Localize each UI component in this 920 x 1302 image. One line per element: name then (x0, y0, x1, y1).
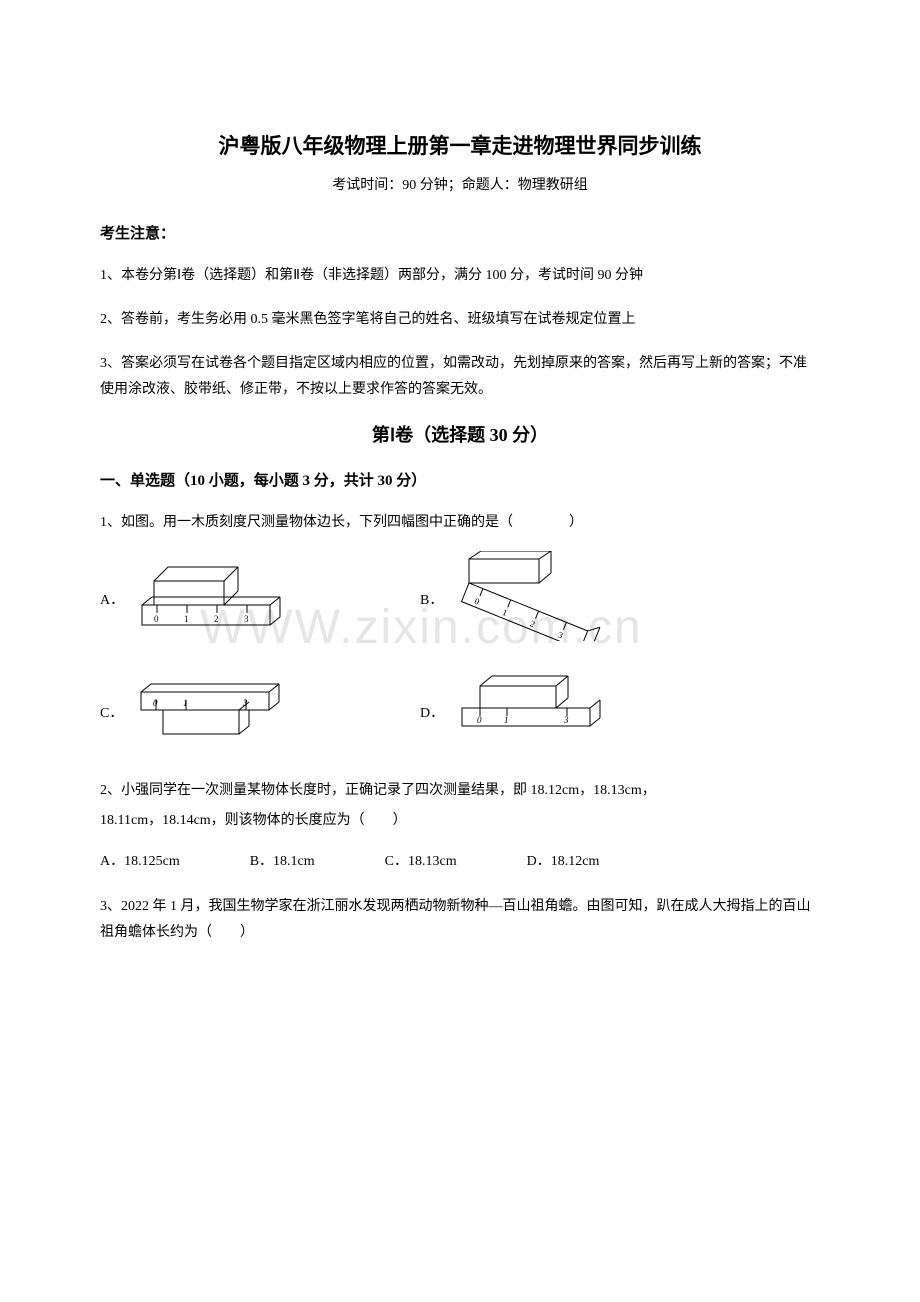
q1-row-2: C． (100, 672, 820, 752)
q2-option-d: D．18.12cm (527, 850, 600, 870)
svg-text:0: 0 (477, 715, 482, 725)
svg-text:3: 3 (242, 698, 248, 708)
question-1-text: 1、如图。用一木质刻度尺测量物体边长，下列四幅图中正确的是（ ） (100, 510, 820, 536)
q2-option-b: B．18.1cm (250, 850, 315, 870)
svg-text:1: 1 (184, 614, 189, 624)
notice-2: 2、答卷前，考生务必用 0.5 毫米黑色签字笔将自己的姓名、班级填写在试卷规定位… (100, 307, 820, 333)
svg-text:2: 2 (529, 619, 537, 630)
q1-diagram-c: 0 1 3 (131, 672, 281, 752)
q2-option-c: C．18.13cm (385, 850, 457, 870)
q1-diagram-b: 0 1 2 3 (451, 551, 611, 646)
q1-option-b-label: B． (420, 589, 443, 609)
svg-text:0: 0 (153, 698, 158, 708)
part-1-header: 一、单选题（10 小题，每小题 3 分，共计 30 分） (100, 469, 820, 490)
q2-option-a: A．18.125cm (100, 850, 180, 870)
notice-1: 1、本卷分第Ⅰ卷（选择题）和第Ⅱ卷（非选择题）两部分，满分 100 分，考试时间… (100, 263, 820, 289)
svg-text:1: 1 (183, 698, 188, 708)
question-2-text-2: 18.11cm，18.14cm，则该物体的长度应为（ ） (100, 808, 820, 834)
svg-text:3: 3 (563, 715, 569, 725)
svg-text:1: 1 (501, 608, 509, 619)
document-content: 沪粤版八年级物理上册第一章走进物理世界同步训练 考试时间：90 分钟；命题人：物… (100, 130, 820, 946)
svg-text:2: 2 (214, 614, 219, 624)
q1-diagram-d: 0 1 3 (452, 672, 602, 752)
question-2-text-1: 2、小强同学在一次测量某物体长度时，正确记录了四次测量结果，即 18.12cm，… (100, 778, 820, 804)
document-subtitle: 考试时间：90 分钟；命题人：物理教研组 (100, 174, 820, 194)
q1-row-1: A． (100, 551, 820, 646)
notice-label: 考生注意： (100, 222, 820, 243)
svg-text:0: 0 (154, 614, 159, 624)
section-1-title: 第Ⅰ卷（选择题 30 分） (100, 421, 820, 447)
q2-options: A．18.125cm B．18.1cm C．18.13cm D．18.12cm (100, 850, 820, 870)
svg-text:0: 0 (473, 596, 481, 607)
q1-diagram-a: 0 1 2 3 (132, 559, 282, 639)
q1-option-d-label: D． (420, 702, 444, 722)
q1-option-c-label: C． (100, 702, 123, 722)
svg-text:1: 1 (504, 715, 509, 725)
document-title: 沪粤版八年级物理上册第一章走进物理世界同步训练 (100, 130, 820, 160)
q1-option-a-label: A． (100, 589, 124, 609)
question-3-text: 3、2022 年 1 月，我国生物学家在浙江丽水发现两栖动物新物种—百山祖角蟾。… (100, 894, 820, 946)
notice-3: 3、答案必须写在试卷各个题目指定区域内相应的位置，如需改动，先划掉原来的答案，然… (100, 351, 820, 403)
svg-text:3: 3 (244, 614, 249, 624)
svg-text:3: 3 (557, 630, 565, 641)
